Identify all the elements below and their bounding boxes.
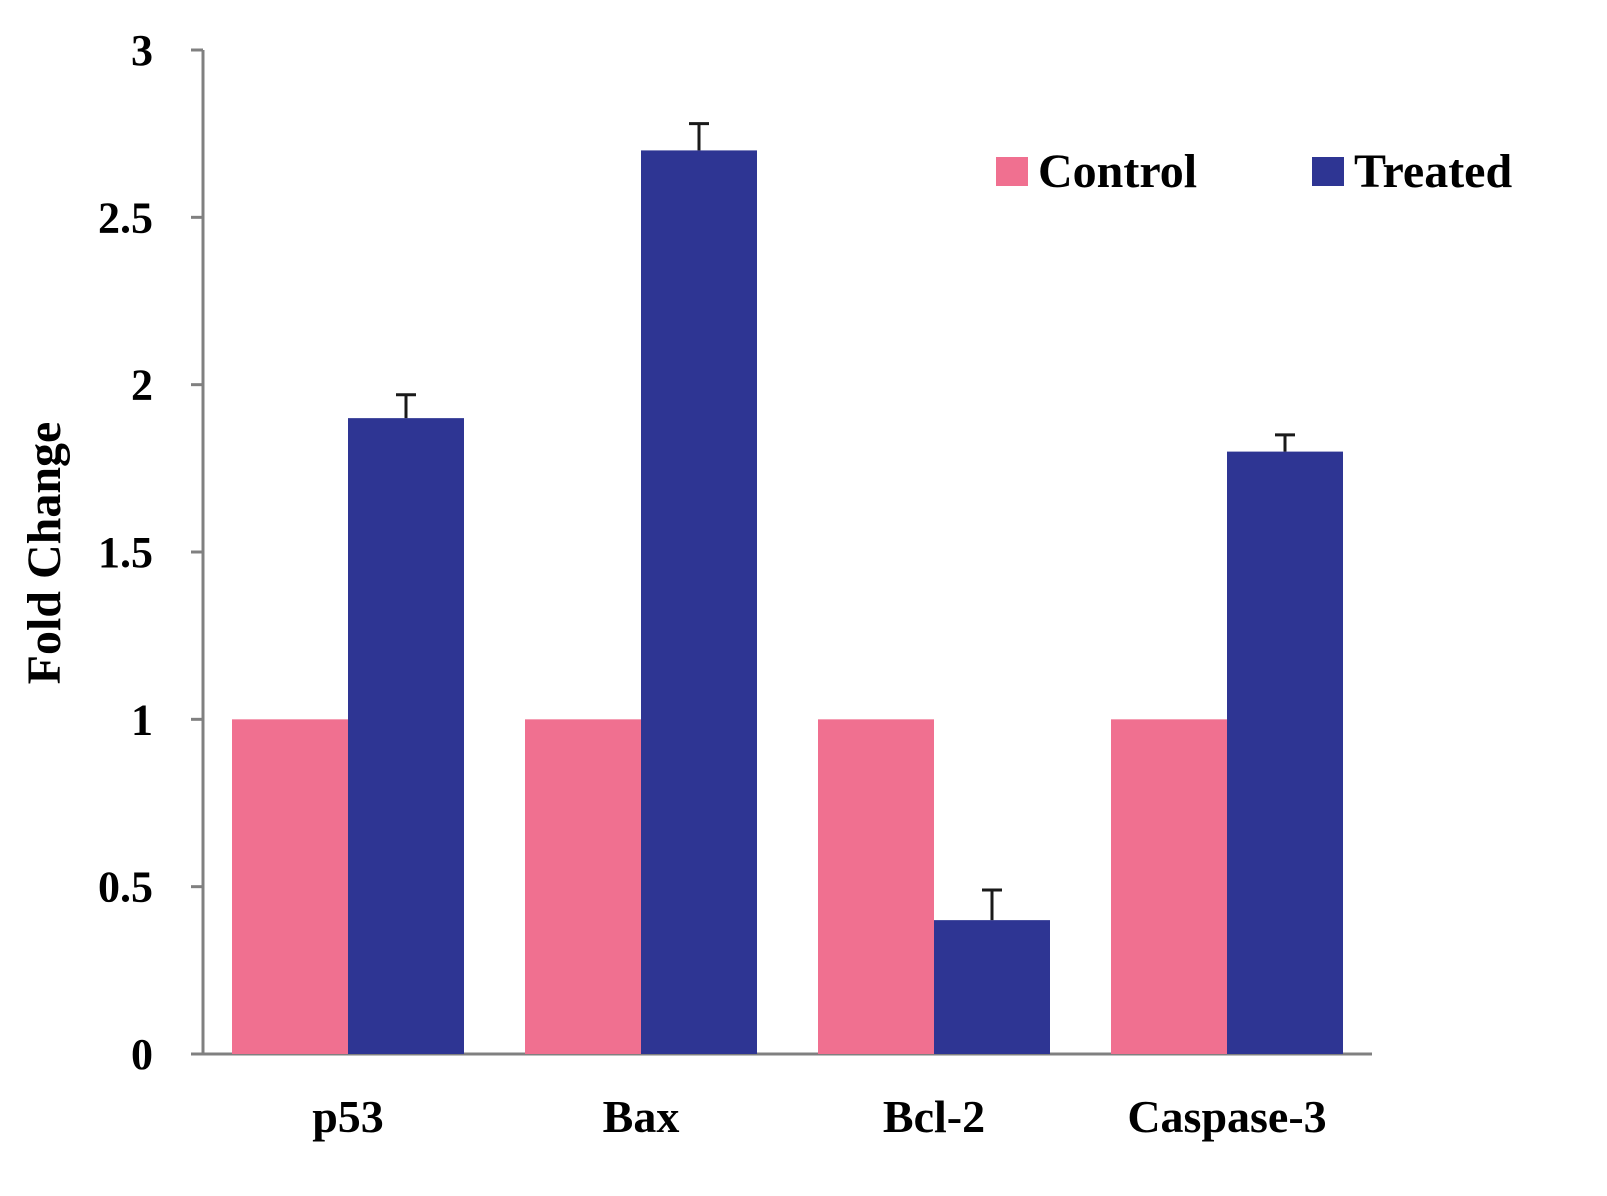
x-tick-label: Caspase-3	[1127, 1091, 1326, 1142]
y-tick-label: 1.5	[98, 528, 153, 577]
x-tick-label: Bcl-2	[883, 1091, 985, 1142]
bar-control-caspase-3	[1111, 719, 1227, 1054]
legend-label-treated: Treated	[1354, 145, 1512, 198]
bar-treated-bcl-2	[934, 920, 1050, 1054]
x-tick-label: p53	[312, 1091, 384, 1142]
legend-swatch-treated	[1312, 157, 1344, 186]
y-tick-label: 0	[131, 1030, 153, 1079]
tick-labels: 0 0.5 1 1.5 2 2.5 3 p53 Bax Bcl-2 Caspase-3	[98, 26, 1327, 1142]
error-bars	[396, 122, 1295, 921]
y-axis-label: Fold Change	[18, 422, 71, 685]
y-tick-label: 2	[131, 361, 153, 410]
x-tick-label: Bax	[603, 1091, 680, 1142]
y-tick-label: 2.5	[98, 193, 153, 242]
bar-control-p53	[232, 719, 348, 1054]
bar-control-bax	[525, 719, 641, 1054]
bar-treated-p53	[348, 418, 464, 1055]
legend: Control Treated	[996, 145, 1512, 198]
bar-treated-bax	[641, 150, 757, 1054]
bar-control-bcl-2	[818, 719, 934, 1054]
y-tick-label: 3	[131, 26, 153, 75]
bar-treated-caspase-3	[1227, 451, 1343, 1055]
bars	[232, 150, 1343, 1055]
y-tick-label: 1	[131, 695, 153, 744]
legend-label-control: Control	[1038, 145, 1197, 198]
y-tick-label: 0.5	[98, 863, 153, 912]
legend-swatch-control	[996, 157, 1028, 186]
